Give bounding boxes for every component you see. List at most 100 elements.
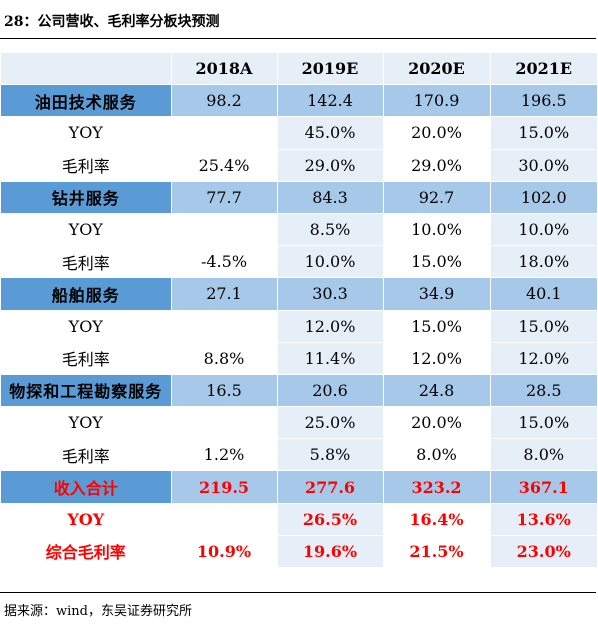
row-label: 综合毛利率 (1, 535, 171, 569)
header-row: 2018A 2019E 2020E 2021E (1, 53, 597, 86)
value-cell (170, 406, 277, 440)
header-cell-2018a: 2018A (170, 53, 277, 86)
value-cell: 12.0% (276, 310, 383, 343)
table-row: YOY 12.0% 15.0% 15.0% (1, 310, 597, 343)
table-row: YOY 26.5% 16.4% 13.6% (1, 503, 597, 536)
row-label: YOY (1, 310, 171, 343)
row-label: YOY (1, 503, 171, 536)
table-row: 收入合计 219.5 277.6 323.2 367.1 (1, 470, 597, 504)
table-row: 毛利率 8.8% 11.4% 12.0% 12.0% (1, 342, 597, 375)
value-cell: 18.0% (489, 245, 597, 279)
table-row: 毛利率 25.4% 29.0% 29.0% 30.0% (1, 149, 597, 182)
value-cell: 34.9 (382, 277, 490, 311)
value-cell: 170.9 (382, 84, 490, 118)
value-cell: 21.5% (382, 535, 490, 569)
source-note: 据来源：wind，东吴证券研究所 (4, 604, 192, 619)
value-cell: 10.0% (276, 245, 383, 279)
value-cell (170, 310, 277, 343)
value-cell: 77.7 (170, 181, 277, 214)
row-label: 毛利率 (1, 438, 171, 472)
value-cell: 29.0% (276, 149, 383, 182)
row-label: YOY (1, 213, 171, 247)
value-cell: 277.6 (276, 470, 383, 504)
value-cell: 40.1 (489, 277, 597, 311)
value-cell: 45.0% (276, 116, 383, 150)
value-cell: 323.2 (382, 470, 490, 504)
header-cell-2020e: 2020E (382, 53, 490, 86)
value-cell: -4.5% (170, 245, 277, 279)
table-row: YOY 45.0% 20.0% 15.0% (1, 116, 597, 150)
value-cell: 10.0% (489, 213, 597, 247)
forecast-table: 2018A 2019E 2020E 2021E 油田技术服务 98.2 142.4 1… (1, 53, 597, 569)
table-row: YOY 25.0% 20.0% 15.0% (1, 406, 597, 440)
value-cell: 28.5 (489, 374, 597, 408)
value-cell: 16.5 (170, 374, 277, 408)
header-cell-label (1, 53, 171, 86)
value-cell: 24.8 (382, 374, 490, 408)
value-cell: 12.0% (382, 342, 490, 375)
row-label: 船舶服务 (1, 277, 171, 311)
value-cell: 12.0% (489, 342, 597, 375)
table-row: 综合毛利率 10.9% 19.6% 21.5% 23.0% (1, 535, 597, 569)
value-cell: 98.2 (170, 84, 277, 118)
forecast-table-body: 2018A 2019E 2020E 2021E 油田技术服务 98.2 142.4 1… (1, 53, 597, 569)
table-row: 物探和工程勘察服务 16.5 20.6 24.8 28.5 (1, 374, 597, 408)
value-cell: 5.8% (276, 438, 383, 472)
value-cell: 13.6% (489, 503, 597, 536)
value-cell: 10.0% (382, 213, 490, 247)
value-cell: 23.0% (489, 535, 597, 569)
table-row: 毛利率 -4.5% 10.0% 15.0% 18.0% (1, 245, 597, 279)
value-cell (170, 503, 277, 536)
value-cell: 19.6% (276, 535, 383, 569)
value-cell: 102.0 (489, 181, 597, 214)
value-cell: 10.9% (170, 535, 277, 569)
table-row: 毛利率 1.2% 5.8% 8.0% 8.0% (1, 438, 597, 472)
value-cell: 142.4 (276, 84, 383, 118)
value-cell: 26.5% (276, 503, 383, 536)
value-cell: 15.0% (382, 310, 490, 343)
value-cell: 29.0% (382, 149, 490, 182)
value-cell: 8.8% (170, 342, 277, 375)
value-cell: 16.4% (382, 503, 490, 536)
value-cell: 15.0% (382, 245, 490, 279)
row-label: 钻井服务 (1, 181, 171, 214)
table-row: YOY 8.5% 10.0% 10.0% (1, 213, 597, 247)
value-cell: 8.0% (489, 438, 597, 472)
row-label: 油田技术服务 (1, 84, 171, 118)
value-cell: 219.5 (170, 470, 277, 504)
value-cell: 1.2% (170, 438, 277, 472)
value-cell: 15.0% (489, 406, 597, 440)
value-cell: 27.1 (170, 277, 277, 311)
value-cell: 11.4% (276, 342, 383, 375)
value-cell: 15.0% (489, 310, 597, 343)
value-cell (170, 213, 277, 247)
value-cell: 30.3 (276, 277, 383, 311)
value-cell: 8.5% (276, 213, 383, 247)
value-cell: 92.7 (382, 181, 490, 214)
value-cell: 8.0% (382, 438, 490, 472)
row-label: 收入合计 (1, 470, 171, 504)
value-cell: 20.6 (276, 374, 383, 408)
value-cell: 196.5 (489, 84, 597, 118)
row-label: 毛利率 (1, 342, 171, 375)
row-label: 毛利率 (1, 245, 171, 279)
row-label: YOY (1, 116, 171, 150)
table-caption: 28：公司营收、毛利率分板块预测 (4, 14, 220, 30)
value-cell: 25.0% (276, 406, 383, 440)
top-rule (0, 38, 596, 39)
row-label: 物探和工程勘察服务 (1, 374, 171, 408)
value-cell: 84.3 (276, 181, 383, 214)
header-cell-2021e: 2021E (489, 53, 597, 86)
value-cell: 15.0% (489, 116, 597, 150)
value-cell: 30.0% (489, 149, 597, 182)
value-cell (170, 116, 277, 150)
value-cell: 367.1 (489, 470, 597, 504)
bottom-rule (0, 592, 596, 593)
header-cell-2019e: 2019E (276, 53, 383, 86)
row-label: YOY (1, 406, 171, 440)
row-label: 毛利率 (1, 149, 171, 182)
table-row: 钻井服务 77.7 84.3 92.7 102.0 (1, 181, 597, 214)
table-row: 油田技术服务 98.2 142.4 170.9 196.5 (1, 84, 597, 118)
value-cell: 20.0% (382, 406, 490, 440)
value-cell: 25.4% (170, 149, 277, 182)
